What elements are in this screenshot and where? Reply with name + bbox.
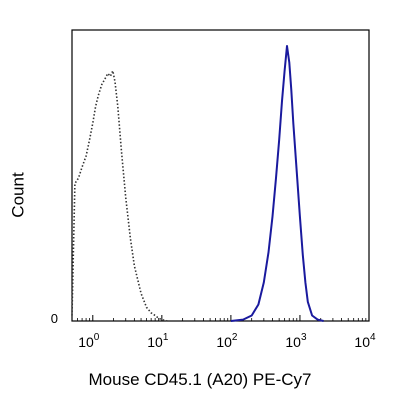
x-tick-label: 103 (285, 332, 307, 350)
x-tick-label: 102 (216, 332, 238, 350)
histogram-series-2 (230, 45, 324, 322)
histogram-series-1 (71, 70, 168, 322)
plot-frame (71, 29, 370, 322)
x-axis-label: Mouse CD45.1 (A20) PE-Cy7 (88, 370, 312, 389)
x-axis-ticks: 100 101 102 103 104 (71, 315, 376, 350)
x-tick-label: 104 (354, 332, 376, 350)
x-tick-label: 101 (147, 332, 169, 350)
y-axis-ticks: 0 (51, 311, 77, 326)
x-tick-label: 100 (78, 332, 100, 350)
y-tick-label: 0 (51, 311, 58, 326)
series-layer (71, 45, 324, 322)
y-axis-label: Count (8, 172, 28, 218)
